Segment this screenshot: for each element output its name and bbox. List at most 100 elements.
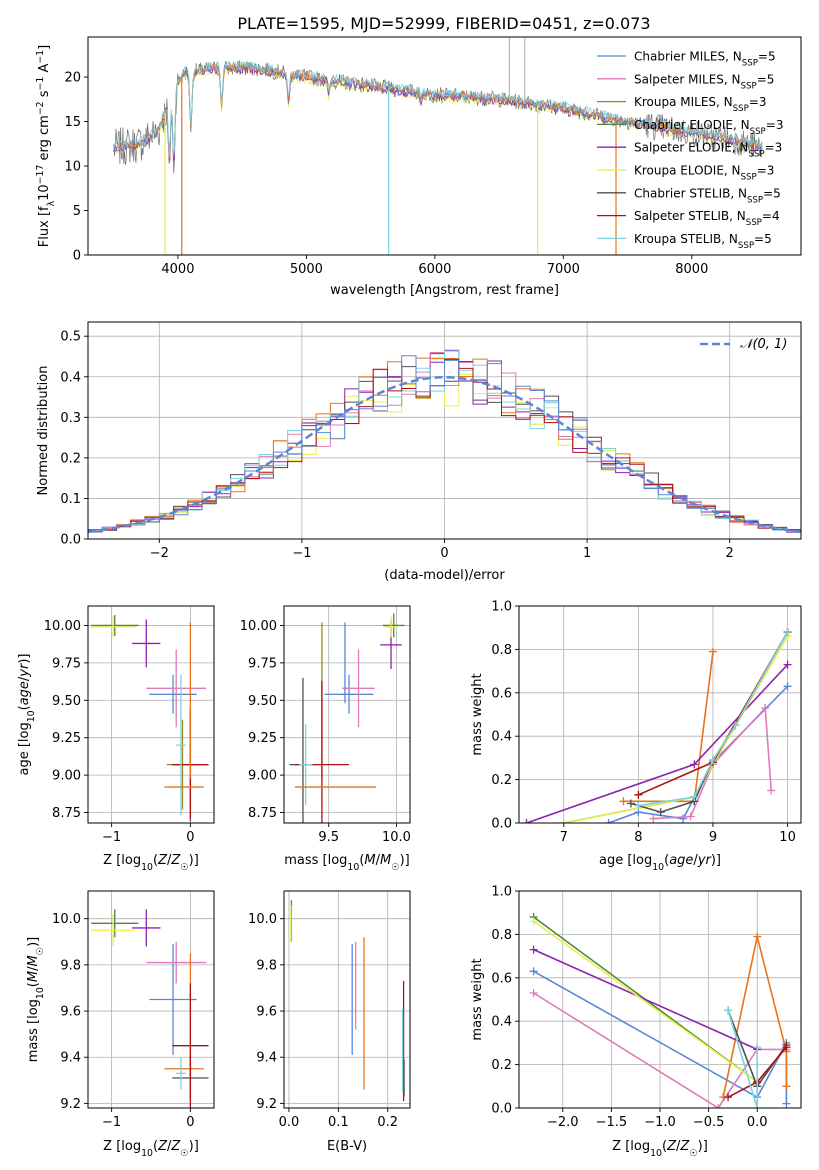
x-tick-label: 2 <box>726 546 734 561</box>
series-line <box>608 685 789 823</box>
legend-entry: Chabrier MILES, NSSP=5 <box>634 50 776 69</box>
x-tick-label: 9 <box>709 830 717 845</box>
legend-entry: Salpeter STELIB, NSSP=4 <box>634 209 780 228</box>
y-tick-label: 0.8 <box>491 928 512 943</box>
y-tick-label: 0.4 <box>491 1015 512 1030</box>
y-tick-label: 9.00 <box>52 769 81 784</box>
mass-weight-vs-age-axes: 7 8 9 10 0.0 0.2 0.4 0.6 0.8 1.0 age [log10(age/yr… <box>470 600 802 873</box>
x-axis-label: Z [log10(Z/Z☉)] <box>612 1139 708 1159</box>
x-tick-label: −2 <box>150 546 169 561</box>
data-point <box>731 721 740 730</box>
legend-entry: Salpeter MILES, NSSP=5 <box>634 72 774 91</box>
data-point <box>753 1104 762 1108</box>
data-point <box>529 945 538 954</box>
data-point <box>724 1093 733 1102</box>
x-tick-label: 7000 <box>547 262 580 277</box>
x-axis-label: Z [log10(Z/Z☉)] <box>103 853 199 873</box>
y-axis-label: mass weight <box>470 958 485 1040</box>
y-tick-label: 0.0 <box>60 533 81 548</box>
y-tick-label: 9.75 <box>248 656 277 671</box>
age-vs-Z-axes: −1 0 8.75 9.00 9.25 9.50 9.75 10.00 Z [log10(Z/Z… <box>17 605 215 873</box>
mass-weight-vs-age-frame <box>518 605 802 824</box>
y-tick-label: 9.75 <box>52 656 81 671</box>
y-tick-label: 0.8 <box>491 643 512 658</box>
y-tick-label: 0.2 <box>491 773 512 788</box>
residuals-axes: −2 −1 0 1 2 0.0 0.1 0.2 0.3 0.4 0.5 (data-model)/er… <box>36 321 802 583</box>
y-tick-label: 9.00 <box>248 769 277 784</box>
y-tick-label: 0.0 <box>491 1102 512 1117</box>
mass-vs-Z-frame <box>87 890 215 1109</box>
y-tick-label: 0.6 <box>491 971 512 986</box>
age-vs-Z-frame <box>87 605 215 824</box>
data-point <box>529 967 538 976</box>
legend-entry: 𝒩(0, 1) <box>740 337 787 352</box>
mass-vs-EBV-frame <box>283 890 411 1109</box>
legend: Chabrier MILES, NSSP=5 Salpeter MILES, NS… <box>597 50 783 251</box>
data-point <box>604 819 613 823</box>
x-axis-label: wavelength [Angstrom, rest frame] <box>330 283 559 298</box>
x-tick-label: −2.0 <box>547 1115 579 1130</box>
x-tick-label: −1 <box>102 830 121 845</box>
x-tick-label: −1 <box>292 546 311 561</box>
y-tick-label: 0 <box>73 249 81 264</box>
y-tick-label: 10 <box>64 160 81 175</box>
x-tick-label: 0 <box>186 830 194 845</box>
y-axis-label: Flux [fλ10−17 erg cm−2 s−1 A−1] <box>35 45 57 247</box>
series-line <box>623 651 714 803</box>
spectrum-plot-area <box>113 37 763 255</box>
x-tick-label: 10 <box>779 830 796 845</box>
y-tick-label: 10.00 <box>44 619 81 634</box>
mass-weight-vs-Z-plot-area <box>529 913 791 1108</box>
data-point <box>656 808 665 817</box>
mass-vs-EBV-plot-area <box>290 900 405 1102</box>
y-tick-label: 5 <box>73 204 81 219</box>
y-tick-label: 15 <box>64 115 81 130</box>
y-axis-label: mass [log10(M/M☉)] <box>26 937 46 1063</box>
y-axis-label: Normed distribution <box>36 366 51 496</box>
x-axis-label: age [log10(age/yr)] <box>599 853 721 873</box>
x-tick-label: −0.5 <box>693 1115 725 1130</box>
normal-curve <box>88 375 801 534</box>
y-tick-label: 10.00 <box>240 619 277 634</box>
figure-title: PLATE=1595, MJD=52999, FIBERID=0451, z=0… <box>237 14 650 33</box>
age-vs-mass-frame <box>283 605 411 824</box>
data-point <box>782 1043 791 1052</box>
data-point <box>708 647 717 656</box>
mass-weight-vs-Z-axes: −2.0 −1.5 −1.0 −0.5 0.0 0.0 0.2 0.4 0.6 0.8 1.0 Z [… <box>470 885 802 1159</box>
data-point <box>708 756 717 765</box>
age-vs-mass-plot-area <box>289 613 405 823</box>
data-point <box>753 932 762 941</box>
data-point <box>753 1043 762 1052</box>
y-tick-label: 9.4 <box>256 1051 277 1066</box>
series-line <box>533 920 758 1083</box>
data-point <box>724 1006 733 1015</box>
y-tick-label: 9.8 <box>60 958 81 973</box>
y-tick-label: 0.2 <box>60 451 81 466</box>
data-point <box>783 628 792 637</box>
spectrum-model <box>113 60 763 157</box>
y-tick-label: 9.8 <box>256 958 277 973</box>
y-tick-label: 9.25 <box>52 731 81 746</box>
y-tick-label: 1.0 <box>491 885 512 900</box>
data-point <box>679 814 688 823</box>
spectrum-axes: 4000 5000 6000 7000 8000 0 5 10 15 20 wavelength [… <box>35 36 802 298</box>
y-tick-label: 10.0 <box>52 912 81 927</box>
data-point <box>686 812 695 821</box>
mass-vs-Z-axes: −1 0 9.2 9.4 9.6 9.8 10.0 Z [log10(Z/Z☉)] mass [… <box>26 890 215 1159</box>
x-tick-label: 9.5 <box>318 830 339 845</box>
x-tick-label: 0.0 <box>747 1115 768 1130</box>
x-tick-label: 8000 <box>675 262 708 277</box>
x-tick-label: 7 <box>560 830 568 845</box>
y-tick-label: 0.5 <box>60 330 81 345</box>
series-line <box>533 992 787 1108</box>
y-tick-label: 0.4 <box>60 370 81 385</box>
y-tick-label: 9.2 <box>256 1097 277 1112</box>
legend-entry: Chabrier ELODIE, NSSP=3 <box>634 118 783 137</box>
y-tick-label: 9.2 <box>60 1097 81 1112</box>
x-axis-label: (data-model)/error <box>384 568 505 583</box>
legend-entry: Salpeter ELODIE, NSSP=3 <box>634 141 782 160</box>
x-tick-label: −1.0 <box>644 1115 676 1130</box>
x-tick-label: −1.5 <box>596 1115 628 1130</box>
data-point <box>782 1082 791 1091</box>
x-tick-label: 0.2 <box>377 1115 398 1130</box>
